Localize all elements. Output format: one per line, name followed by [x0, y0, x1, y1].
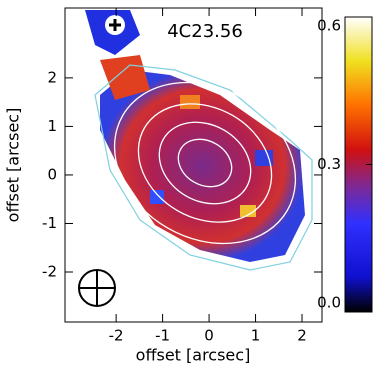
x-tick-label: 1	[251, 327, 261, 345]
x-tick-label: -2	[109, 327, 124, 345]
y-tick-label: 2	[47, 68, 57, 86]
y-tick-label: 0	[47, 165, 57, 183]
colorbar-tick-label: 0.3	[317, 155, 341, 173]
x-tick-label: 2	[297, 327, 307, 345]
y-tick-label: -1	[42, 214, 57, 232]
x-axis-label: offset [arcsec]	[136, 346, 251, 365]
y-tick-label: -2	[42, 263, 57, 281]
colorbar-tick-label: 0.0	[317, 294, 341, 312]
x-tick-label: 0	[204, 327, 214, 345]
y-tick-label: 1	[47, 117, 57, 135]
map-image	[78, 10, 313, 307]
beam	[78, 269, 116, 307]
x-tick-label: -1	[155, 327, 170, 345]
plot-frame	[64, 7, 323, 323]
chart-title: 4C23.56	[167, 21, 243, 42]
colorbar-tick-label: 0.6	[317, 17, 341, 35]
y-axis-label: offset [arcsec]	[4, 108, 23, 223]
